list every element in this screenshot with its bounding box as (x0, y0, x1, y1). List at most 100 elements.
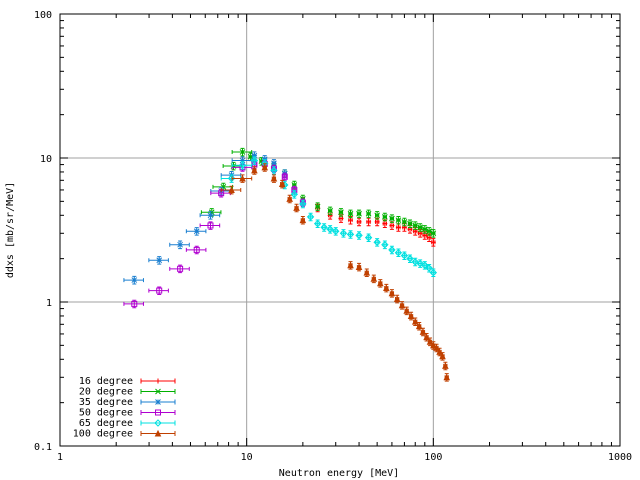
point-marker (393, 295, 401, 302)
series-65-degree (220, 156, 438, 277)
data-point (398, 301, 406, 310)
legend-item: 35 degree (79, 397, 176, 408)
error-bar (427, 263, 432, 273)
data-point (417, 223, 424, 232)
data-point (270, 174, 278, 183)
error-bar (389, 245, 395, 255)
data-point (185, 245, 207, 255)
data-point (327, 206, 333, 216)
point-marker (383, 284, 390, 292)
point-marker (398, 301, 406, 309)
error-bar (321, 223, 327, 232)
legend-marker (155, 388, 161, 395)
point-marker (251, 166, 258, 174)
series-50-degree (123, 159, 306, 309)
point-marker (422, 232, 428, 238)
point-marker (332, 227, 340, 235)
data-point (299, 216, 307, 225)
data-point (320, 223, 328, 232)
point-marker (426, 228, 433, 235)
point-marker (239, 157, 246, 164)
point-marker (374, 219, 380, 225)
point-marker (239, 174, 246, 182)
y-tick-label: 10 (40, 154, 52, 165)
data-point (231, 147, 253, 157)
error-bar (123, 299, 144, 309)
point-marker (406, 254, 414, 263)
data-point (419, 327, 427, 337)
data-point (383, 283, 390, 293)
point-marker (356, 210, 362, 217)
error-bar (431, 268, 436, 277)
data-point (250, 156, 259, 165)
legend-item: 100 degree (73, 429, 176, 440)
point-marker (429, 268, 438, 277)
point-marker (416, 259, 424, 268)
x-tick-label: 1000 (608, 452, 632, 463)
point-marker (439, 352, 446, 360)
data-point (425, 263, 433, 273)
error-bar (292, 190, 297, 199)
legend-item: 65 degree (79, 418, 176, 429)
data-point (346, 230, 355, 239)
legend-label: 50 degree (79, 408, 133, 419)
point-marker (430, 230, 437, 237)
point-marker (425, 264, 433, 272)
point-marker (401, 219, 408, 225)
data-point (381, 240, 389, 250)
point-marker (290, 190, 299, 198)
point-marker (373, 238, 381, 246)
data-point (270, 166, 278, 175)
error-bar (348, 230, 353, 239)
data-point (395, 216, 402, 225)
data-point (148, 256, 169, 265)
data-point (411, 257, 419, 267)
point-marker (299, 216, 307, 224)
plot-series (123, 147, 451, 382)
point-marker (278, 180, 286, 187)
data-point (407, 225, 413, 234)
point-marker (436, 348, 443, 355)
data-point (271, 159, 277, 168)
legend-label: 35 degree (79, 397, 133, 408)
data-point (365, 209, 372, 219)
data-point (416, 259, 424, 268)
data-point (306, 212, 315, 222)
point-marker (326, 225, 334, 233)
data-point (123, 299, 144, 309)
data-point (374, 211, 380, 220)
point-marker (389, 215, 395, 222)
point-marker (395, 224, 401, 230)
data-point (364, 233, 373, 242)
data-point (407, 311, 415, 321)
point-marker (251, 152, 258, 159)
point-marker (207, 222, 214, 229)
point-marker (261, 163, 269, 171)
error-bar (169, 264, 190, 274)
point-marker (442, 362, 449, 369)
point-marker (286, 195, 293, 202)
point-marker (227, 174, 236, 183)
data-point (231, 161, 253, 170)
point-marker (270, 166, 278, 175)
data-point (388, 289, 396, 298)
data-point (347, 261, 354, 270)
data-point (423, 333, 430, 342)
data-point (220, 185, 242, 195)
data-point (281, 172, 288, 182)
error-bar (252, 156, 257, 165)
error-bar (210, 189, 231, 198)
data-point (169, 240, 190, 250)
data-point (422, 231, 428, 240)
error-bar (282, 172, 287, 182)
data-point (415, 321, 423, 331)
point-marker (417, 224, 424, 231)
data-point (123, 275, 144, 285)
data-point (278, 179, 286, 189)
point-marker (421, 226, 428, 233)
point-marker (355, 231, 363, 240)
data-point (382, 212, 388, 222)
data-point (388, 245, 396, 255)
plot-frame (59, 13, 621, 447)
